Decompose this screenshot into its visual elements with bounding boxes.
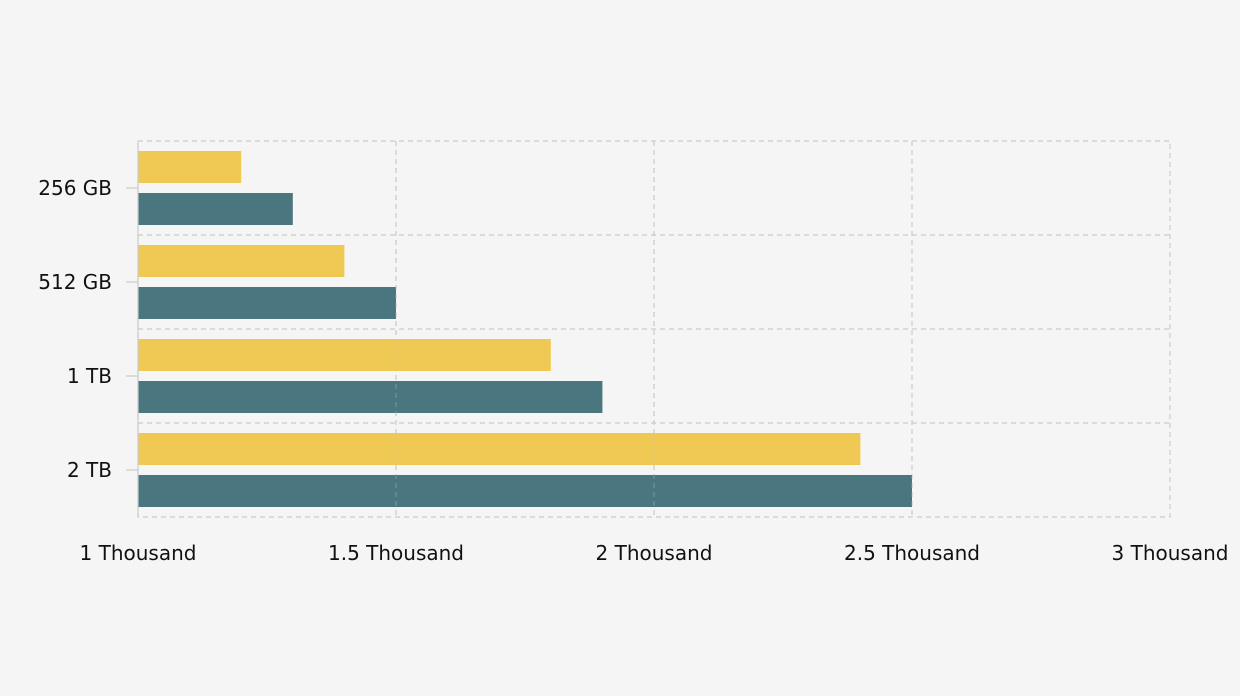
bar[interactable] — [138, 287, 396, 319]
axes: 256 GB 512 GB 1 TB 2 TB 1 Thousand 1.5 Thousa… — [38, 141, 1228, 565]
bar[interactable] — [138, 339, 551, 371]
bar[interactable] — [138, 193, 293, 225]
bar[interactable] — [138, 151, 242, 183]
x-tick-label: 1 Thousand — [80, 541, 197, 565]
y-tick-label: 512 GB — [38, 270, 112, 294]
y-tick-label: 1 TB — [67, 364, 112, 388]
bar[interactable] — [138, 381, 603, 413]
bar[interactable] — [138, 475, 912, 507]
bar[interactable] — [138, 245, 345, 277]
x-tick-label: 2.5 Thousand — [844, 541, 980, 565]
y-tick-label: 256 GB — [38, 176, 112, 200]
x-tick-label: 2 Thousand — [596, 541, 713, 565]
x-tick-label: 3 Thousand — [1112, 541, 1229, 565]
x-tick-label: 1.5 Thousand — [328, 541, 464, 565]
y-tick-label: 2 TB — [67, 458, 112, 482]
bars — [138, 141, 913, 517]
bar[interactable] — [138, 433, 861, 465]
